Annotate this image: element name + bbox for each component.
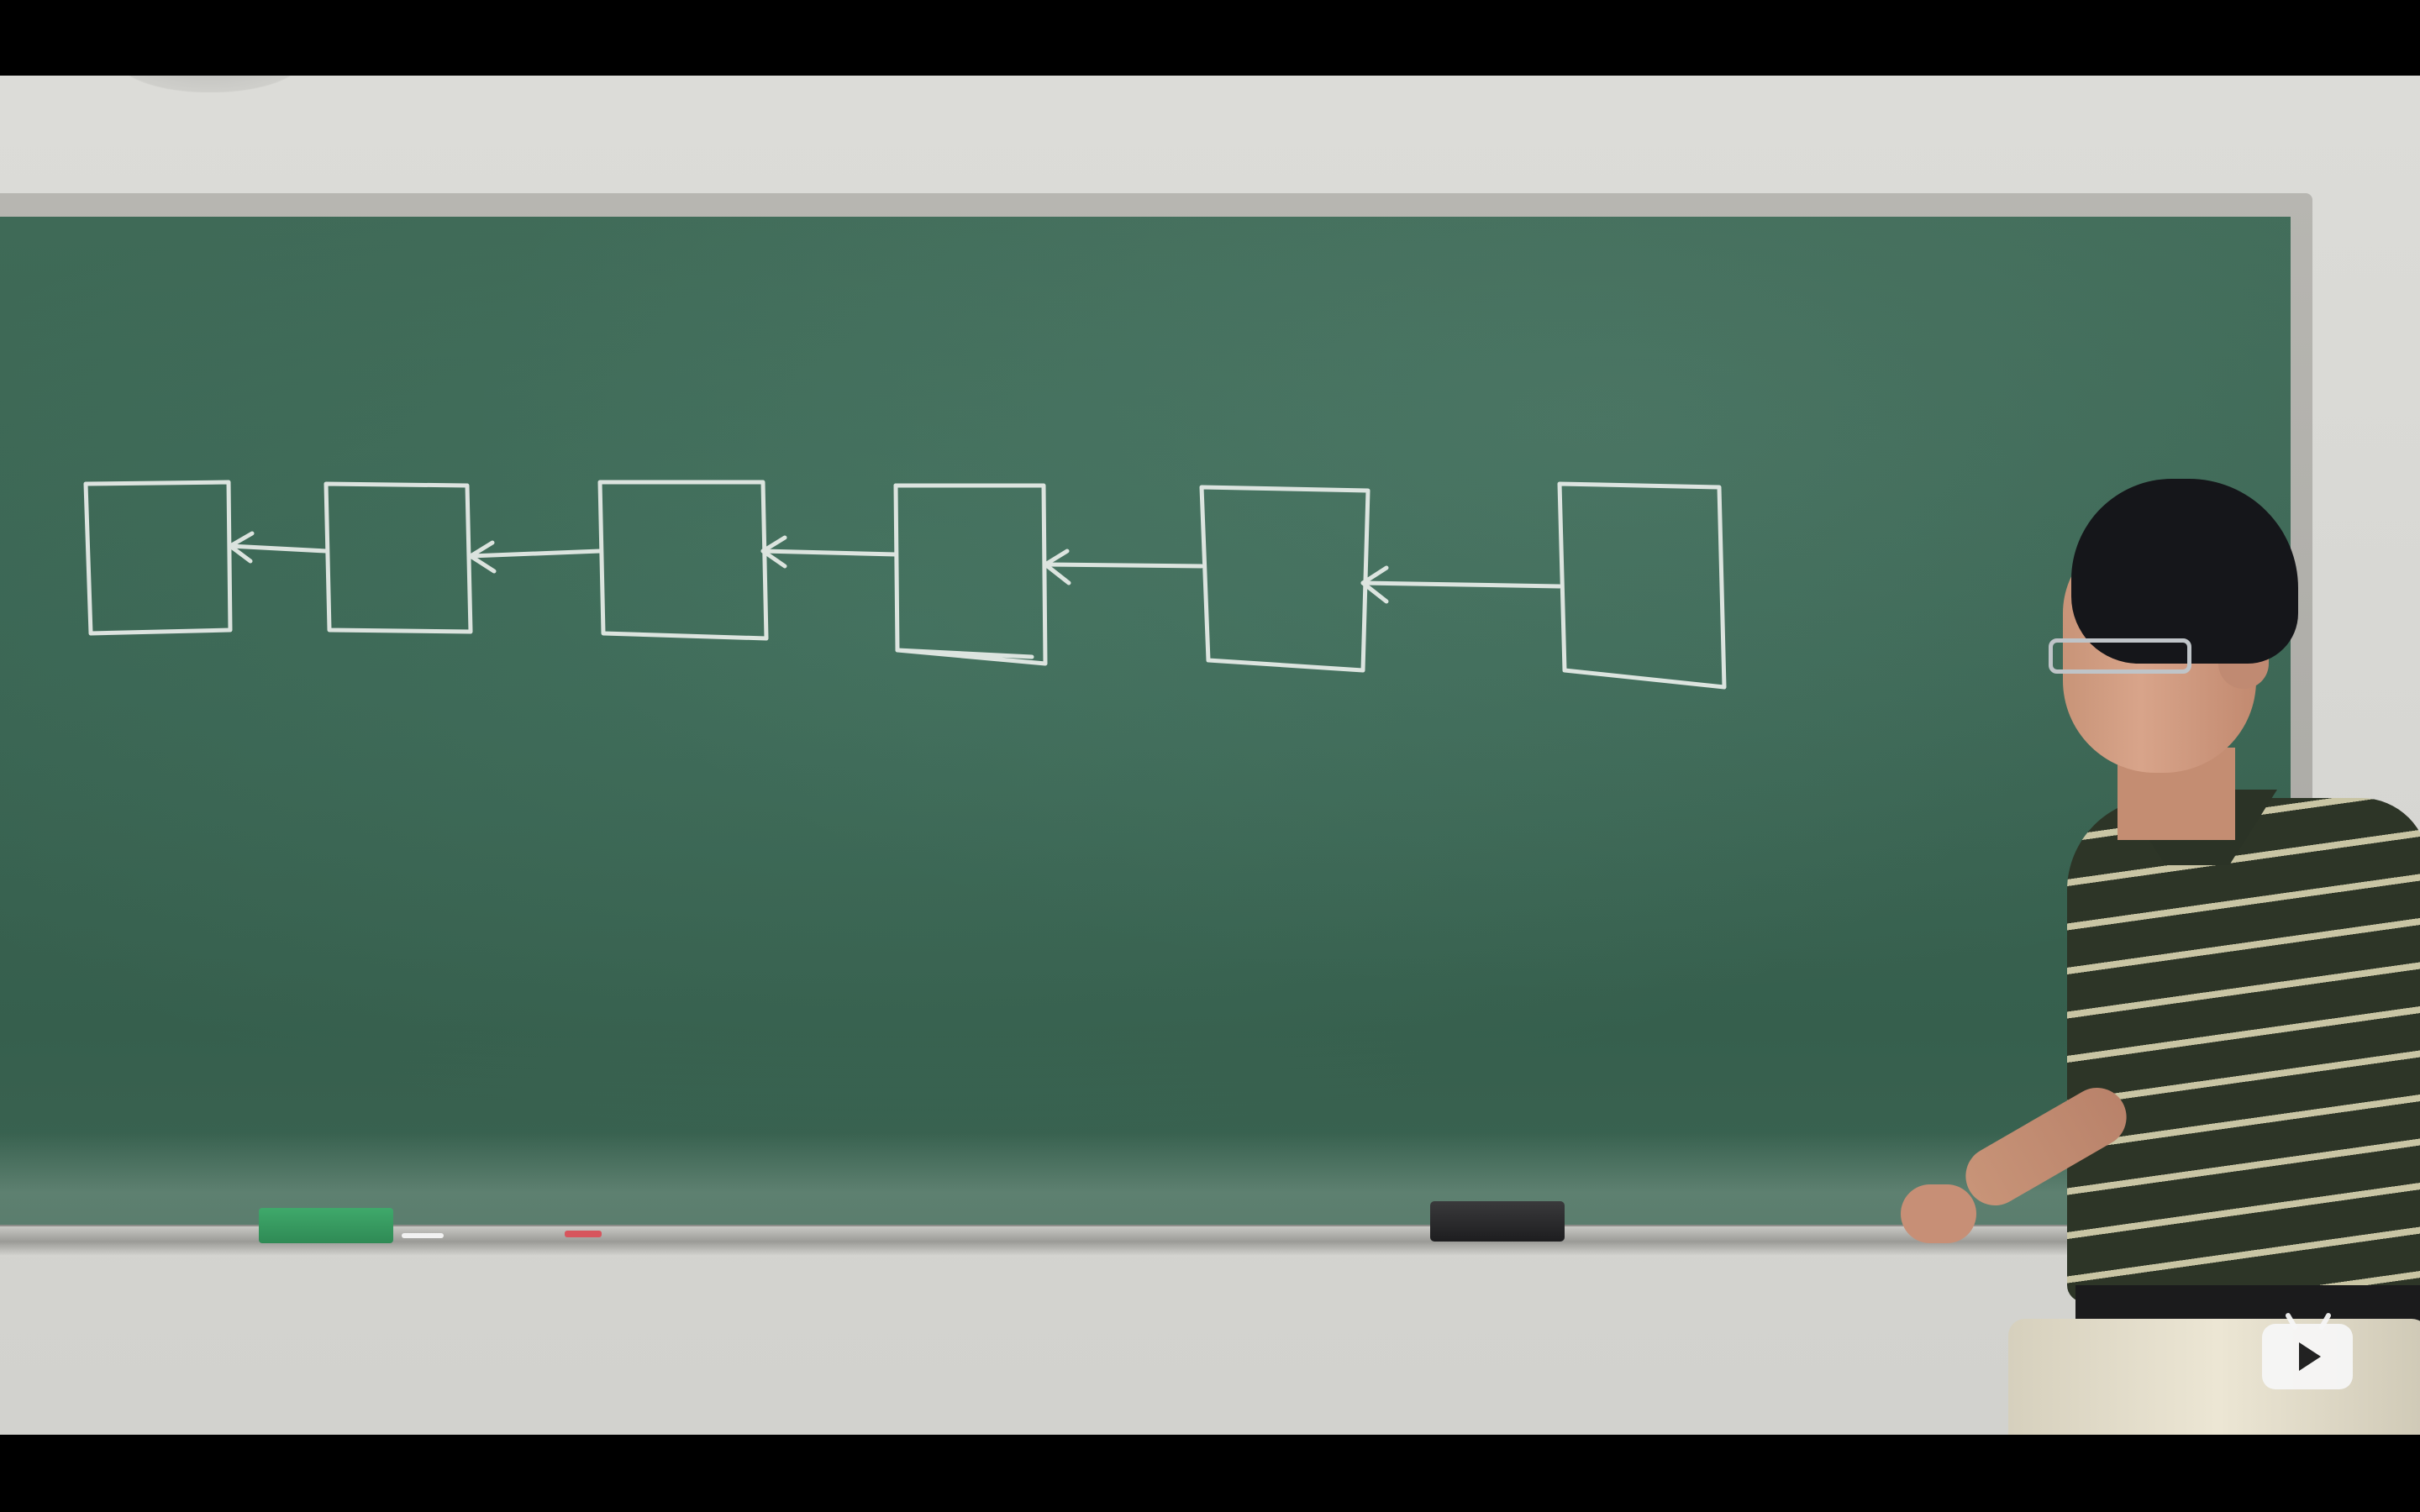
khaki-pants <box>2008 1319 2420 1435</box>
lecturer <box>1899 479 2420 1435</box>
ceiling-lamp <box>118 76 302 92</box>
chalk-arrow-2-to-1 <box>228 543 329 554</box>
chalk-box-6 <box>1557 481 1727 690</box>
white-chalk <box>402 1233 444 1238</box>
green-eraser <box>259 1208 393 1243</box>
red-chalk <box>565 1231 602 1237</box>
chalk-arrow-4-to-3 <box>760 549 898 557</box>
chalk-arrow-6-to-5 <box>1360 580 1562 589</box>
chalk-box-5 <box>1199 485 1370 673</box>
play-triangle-icon <box>2299 1342 2321 1371</box>
letterbox-top <box>0 0 2420 76</box>
chalk-box-1 <box>83 480 233 636</box>
black-eraser <box>1430 1201 1565 1242</box>
bilibili-play-icon[interactable] <box>2260 1310 2356 1391</box>
video-frame[interactable] <box>0 76 2420 1435</box>
chalk-box-4 <box>893 483 1048 666</box>
chalk-box-3 <box>597 480 769 641</box>
hand <box>1901 1184 1976 1243</box>
striped-polo-shirt <box>2067 798 2420 1302</box>
chalk-box-2 <box>324 481 473 634</box>
chalk-arrow-3-to-2 <box>468 549 602 559</box>
letterbox-bottom <box>0 1435 2420 1512</box>
linked-list-diagram <box>83 480 1727 690</box>
hair <box>2071 479 2298 664</box>
glasses <box>2049 638 2191 674</box>
chalk-arrow-5-to-4 <box>1043 562 1204 569</box>
